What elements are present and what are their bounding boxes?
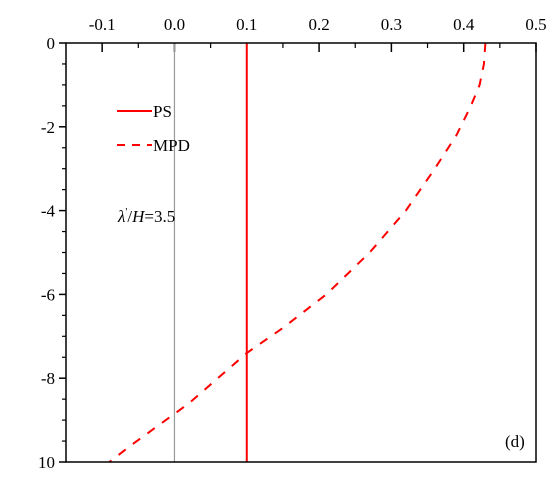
x-tick-label: 0.4: [453, 15, 475, 34]
y-tick-label: -6: [41, 285, 55, 304]
y-tick-labels: 0 -2 -4 -6 -8 10: [38, 34, 55, 472]
y-tick-label: -4: [41, 202, 56, 221]
y-tick-label: -2: [41, 118, 55, 137]
y-tick-label: 0: [47, 34, 56, 53]
x-tick-labels: -0.1 0.0 0.1 0.2 0.3 0.4 0.5: [89, 15, 547, 34]
x-tick-label: 0.2: [308, 15, 329, 34]
ticks: [59, 42, 537, 463]
annotation-value: =3.5: [144, 207, 175, 226]
annotation-lambda-h: λ'/H=3.5: [117, 206, 175, 226]
x-tick-label: 0.5: [525, 15, 546, 34]
x-tick-label: 0.0: [164, 15, 185, 34]
plot-frame: [65, 42, 537, 463]
annotation-prime: ': [125, 206, 127, 218]
x-tick-label: 0.1: [236, 15, 257, 34]
series-mpd: [108, 42, 487, 463]
annotation-slash: /: [127, 207, 132, 226]
x-tick-label: 0.3: [381, 15, 402, 34]
annotation-lambda-symbol: λ: [117, 207, 125, 226]
legend-ps-label: PS: [153, 102, 172, 121]
y-tick-label: 10: [38, 453, 55, 472]
y-tick-label: -8: [41, 369, 55, 388]
annotation-h-symbol: H: [131, 207, 146, 226]
panel-label: (d): [505, 432, 525, 451]
series-layer: [108, 42, 487, 463]
legend-mpd-label: MPD: [153, 136, 190, 155]
legend: PS MPD: [117, 102, 190, 155]
x-tick-label: -0.1: [89, 15, 116, 34]
